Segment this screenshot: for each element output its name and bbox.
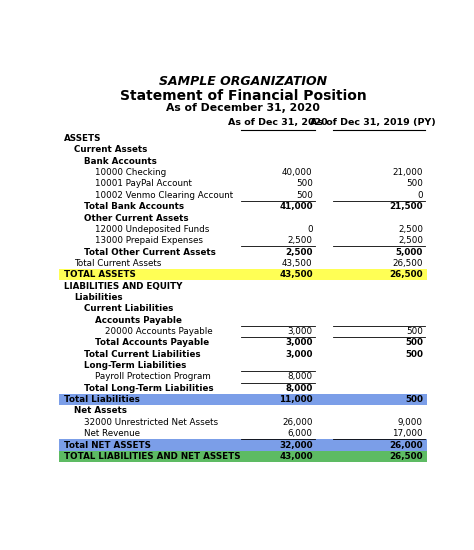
Text: 8,000: 8,000 — [288, 372, 313, 382]
Text: TOTAL LIABILITIES AND NET ASSETS: TOTAL LIABILITIES AND NET ASSETS — [64, 452, 240, 461]
Text: 26,500: 26,500 — [389, 270, 423, 279]
Text: 2,500: 2,500 — [288, 236, 313, 245]
Text: Total Bank Accounts: Total Bank Accounts — [84, 202, 184, 211]
Text: TOTAL ASSETS: TOTAL ASSETS — [64, 270, 136, 279]
Text: As of Dec 31, 2019 (PY): As of Dec 31, 2019 (PY) — [310, 118, 436, 127]
Text: 500: 500 — [296, 179, 313, 189]
Text: 26,500: 26,500 — [389, 452, 423, 461]
Text: As of Dec 31, 2020: As of Dec 31, 2020 — [228, 118, 328, 127]
Text: 6,000: 6,000 — [288, 429, 313, 438]
Text: Payroll Protection Program: Payroll Protection Program — [94, 372, 210, 382]
Text: Net Revenue: Net Revenue — [84, 429, 140, 438]
Text: 20000 Accounts Payable: 20000 Accounts Payable — [105, 327, 212, 336]
Text: SAMPLE ORGANIZATION: SAMPLE ORGANIZATION — [159, 75, 327, 89]
Bar — [59, 450, 427, 462]
Text: Total Current Assets: Total Current Assets — [74, 259, 161, 268]
Text: Bank Accounts: Bank Accounts — [84, 157, 157, 166]
Text: 500: 500 — [406, 179, 423, 189]
Text: Other Current Assets: Other Current Assets — [84, 213, 189, 223]
Bar — [59, 394, 427, 405]
Text: 21,500: 21,500 — [389, 202, 423, 211]
Text: Total NET ASSETS: Total NET ASSETS — [64, 441, 151, 449]
Text: 500: 500 — [296, 191, 313, 200]
Text: 21,000: 21,000 — [392, 168, 423, 177]
Text: 43,500: 43,500 — [279, 270, 313, 279]
Text: 26,000: 26,000 — [282, 418, 313, 427]
Text: 10000 Checking: 10000 Checking — [94, 168, 166, 177]
Text: 17,000: 17,000 — [392, 429, 423, 438]
Text: Total Other Current Assets: Total Other Current Assets — [84, 248, 216, 257]
Text: LIABILITIES AND EQUITY: LIABILITIES AND EQUITY — [64, 282, 182, 290]
Text: 0: 0 — [417, 191, 423, 200]
Text: 2,500: 2,500 — [285, 248, 313, 257]
Text: 10002 Venmo Clearing Account: 10002 Venmo Clearing Account — [94, 191, 233, 200]
Text: 500: 500 — [405, 350, 423, 359]
Text: Current Liabilities: Current Liabilities — [84, 304, 173, 314]
Text: 43,000: 43,000 — [279, 452, 313, 461]
Bar — [59, 439, 427, 450]
Text: 8,000: 8,000 — [285, 384, 313, 393]
Text: Net Assets: Net Assets — [74, 406, 127, 415]
Text: 5,000: 5,000 — [395, 248, 423, 257]
Text: 3,000: 3,000 — [285, 350, 313, 359]
Text: 2,500: 2,500 — [398, 225, 423, 234]
Text: Total Current Liabilities: Total Current Liabilities — [84, 350, 201, 359]
Text: 41,000: 41,000 — [279, 202, 313, 211]
Text: 3,000: 3,000 — [288, 327, 313, 336]
Text: 43,500: 43,500 — [282, 259, 313, 268]
Text: 9,000: 9,000 — [398, 418, 423, 427]
Text: 32,000: 32,000 — [279, 441, 313, 449]
Text: 12000 Undeposited Funds: 12000 Undeposited Funds — [94, 225, 209, 234]
Bar — [59, 269, 427, 280]
Text: Total Accounts Payable: Total Accounts Payable — [94, 338, 209, 348]
Text: Accounts Payable: Accounts Payable — [94, 316, 182, 324]
Text: 500: 500 — [406, 327, 423, 336]
Text: 32000 Unrestricted Net Assets: 32000 Unrestricted Net Assets — [84, 418, 219, 427]
Text: 13000 Prepaid Expenses: 13000 Prepaid Expenses — [94, 236, 202, 245]
Text: 10001 PayPal Account: 10001 PayPal Account — [94, 179, 191, 189]
Text: 2,500: 2,500 — [398, 236, 423, 245]
Text: Liabilities: Liabilities — [74, 293, 123, 302]
Text: 3,000: 3,000 — [285, 338, 313, 348]
Text: Long-Term Liabilities: Long-Term Liabilities — [84, 361, 187, 370]
Text: 26,000: 26,000 — [389, 441, 423, 449]
Text: Total Long-Term Liabilities: Total Long-Term Liabilities — [84, 384, 214, 393]
Text: 500: 500 — [405, 395, 423, 404]
Text: 500: 500 — [405, 338, 423, 348]
Text: As of December 31, 2020: As of December 31, 2020 — [166, 103, 320, 113]
Text: Current Assets: Current Assets — [74, 145, 147, 155]
Text: 40,000: 40,000 — [282, 168, 313, 177]
Text: 11,000: 11,000 — [279, 395, 313, 404]
Text: 0: 0 — [307, 225, 313, 234]
Text: 26,500: 26,500 — [392, 259, 423, 268]
Text: Statement of Financial Position: Statement of Financial Position — [119, 89, 366, 103]
Text: ASSETS: ASSETS — [64, 134, 101, 143]
Text: Total Liabilities: Total Liabilities — [64, 395, 139, 404]
